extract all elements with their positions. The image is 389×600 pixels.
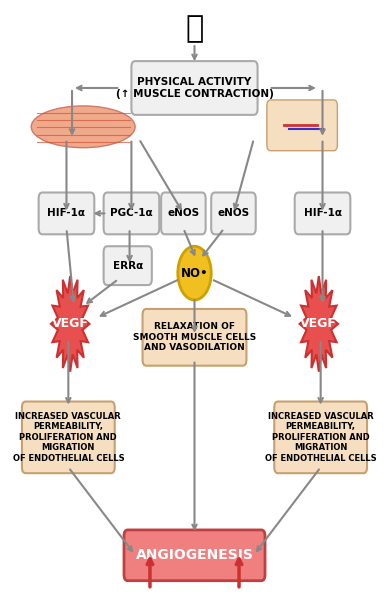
Ellipse shape	[31, 106, 135, 148]
Circle shape	[178, 246, 211, 300]
Text: ERRα: ERRα	[112, 260, 143, 271]
PathPatch shape	[51, 276, 89, 371]
FancyBboxPatch shape	[103, 193, 159, 235]
Text: VEGF: VEGF	[52, 317, 89, 331]
FancyBboxPatch shape	[22, 401, 115, 473]
Text: HIF-1α: HIF-1α	[303, 208, 342, 218]
FancyBboxPatch shape	[211, 193, 256, 235]
Text: PGC-1α: PGC-1α	[110, 208, 153, 218]
Text: 🏃: 🏃	[186, 14, 203, 43]
FancyBboxPatch shape	[131, 61, 258, 115]
Text: ANGIOGENESIS: ANGIOGENESIS	[135, 548, 254, 562]
Text: eNOS: eNOS	[167, 208, 200, 218]
FancyBboxPatch shape	[124, 530, 265, 581]
FancyBboxPatch shape	[142, 309, 247, 365]
PathPatch shape	[300, 276, 338, 371]
FancyBboxPatch shape	[267, 100, 337, 151]
Text: RELAXATION OF
SMOOTH MUSCLE CELLS
AND VASODILATION: RELAXATION OF SMOOTH MUSCLE CELLS AND VA…	[133, 322, 256, 352]
Text: NO•: NO•	[180, 266, 209, 280]
FancyBboxPatch shape	[274, 401, 367, 473]
Text: INCREASED VASCULAR
PERMEABILITY,
PROLIFERATION AND
MIGRATION
OF ENDOTHELIAL CELL: INCREASED VASCULAR PERMEABILITY, PROLIFE…	[12, 412, 124, 463]
FancyBboxPatch shape	[103, 246, 152, 285]
FancyBboxPatch shape	[39, 193, 94, 235]
Text: INCREASED VASCULAR
PERMEABILITY,
PROLIFERATION AND
MIGRATION
OF ENDOTHELIAL CELL: INCREASED VASCULAR PERMEABILITY, PROLIFE…	[265, 412, 377, 463]
Text: eNOS: eNOS	[217, 208, 249, 218]
Text: PHYSICAL ACTIVITY
(↑ MUSCLE CONTRACTION): PHYSICAL ACTIVITY (↑ MUSCLE CONTRACTION)	[116, 77, 273, 99]
FancyBboxPatch shape	[161, 193, 206, 235]
Text: VEGF: VEGF	[300, 317, 337, 331]
Text: HIF-1α: HIF-1α	[47, 208, 86, 218]
FancyBboxPatch shape	[295, 193, 350, 235]
